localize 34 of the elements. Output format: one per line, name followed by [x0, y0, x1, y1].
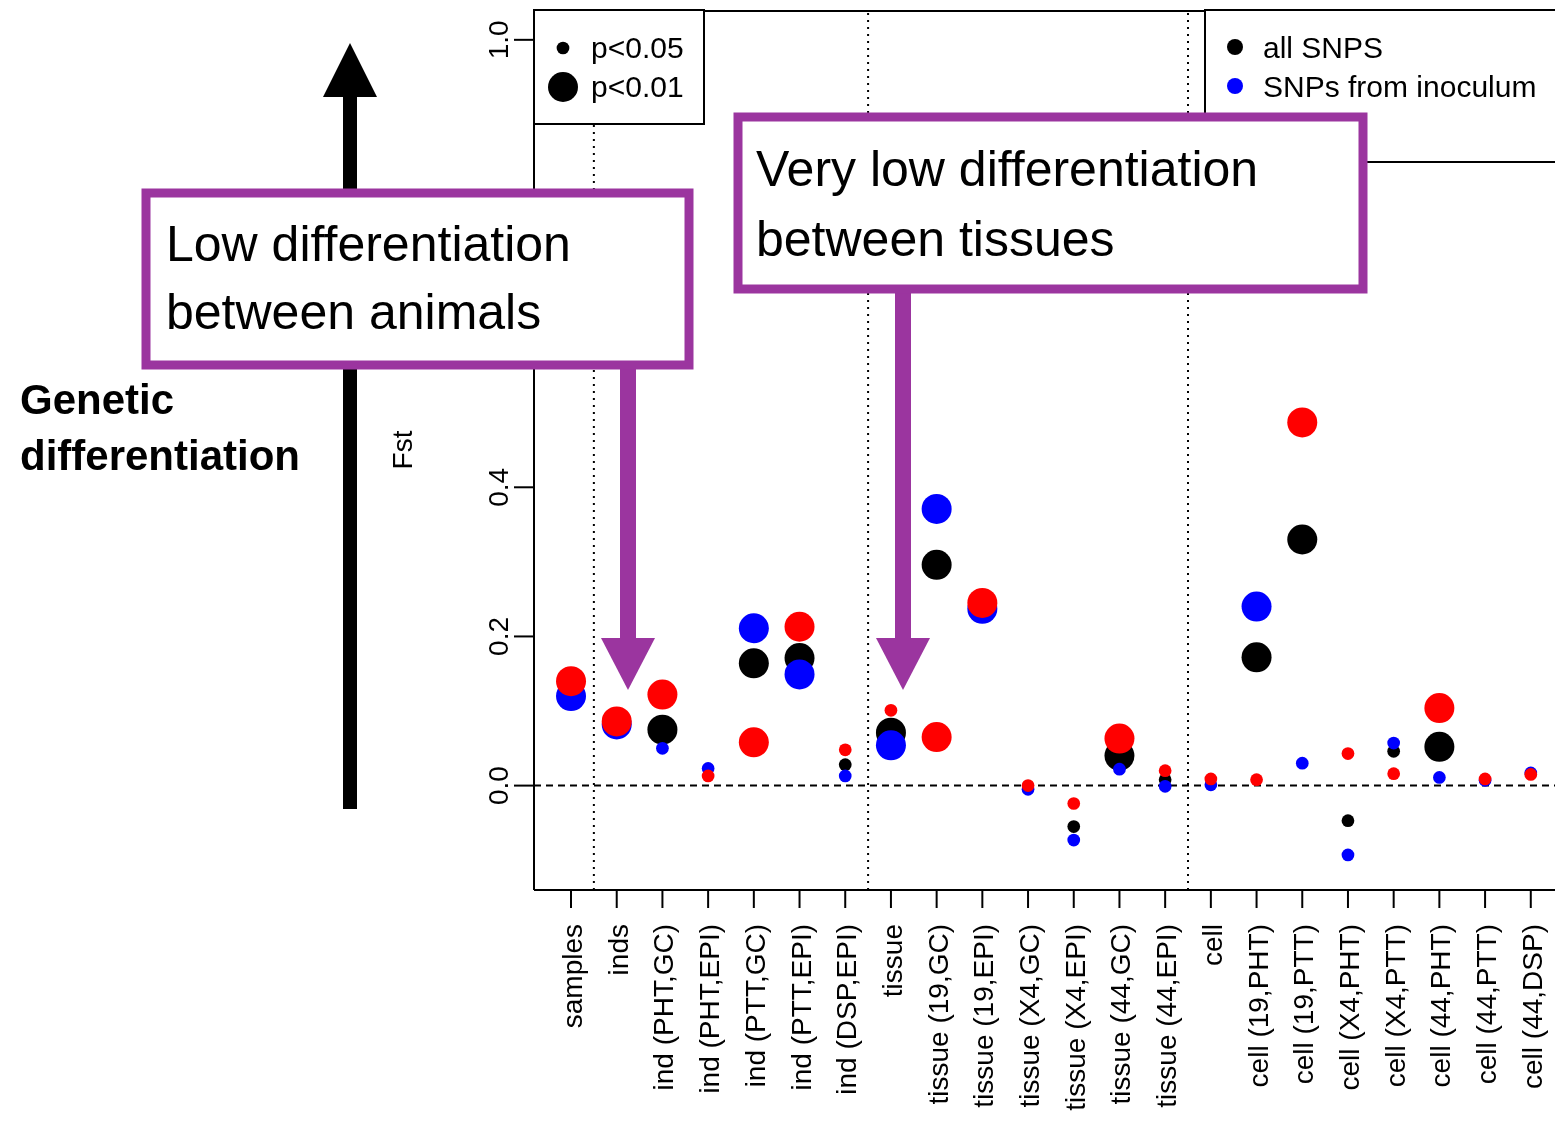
x-tick-label: tissue (X4,EPI)	[1059, 924, 1091, 1111]
x-tick-label: cell (19,PHT)	[1242, 924, 1274, 1088]
x-tick-label: inds	[602, 924, 634, 976]
x-tick-label: samples	[557, 924, 589, 1029]
x-tick-label: ind (PTT,GC)	[739, 924, 771, 1088]
x-tick-label: cell (44,PHT)	[1425, 924, 1457, 1088]
legend-label: SNPs from inoculum	[1263, 70, 1537, 103]
x-tick-label: cell (44,PTT)	[1471, 924, 1503, 1085]
legend-label: p<0.05	[591, 31, 684, 64]
annotation: Very low differentiation between tissues	[756, 140, 1260, 269]
x-tick-label: tissue	[876, 924, 908, 998]
text: Genetic differentiation	[20, 375, 301, 481]
x-tick-label: tissue (44,EPI)	[1151, 924, 1183, 1108]
y-tick-label: 0.4	[483, 467, 514, 507]
x-tick-label: tissue (44,GC)	[1105, 924, 1137, 1105]
x-tick-label: cell (19,PTT)	[1288, 924, 1320, 1085]
x-tick-label: cell (X4,PHT)	[1333, 924, 1365, 1091]
x-tick-label: ind (PHT,EPI)	[694, 924, 726, 1094]
y-axis-title: Fst	[387, 430, 418, 470]
x-tick-label: tissue (19,GC)	[922, 924, 954, 1105]
x-tick-label: ind (PTT,EPI)	[785, 924, 817, 1091]
y-tick-label: 0.2	[483, 616, 514, 656]
x-tick-label: ind (PHT,GC)	[648, 924, 680, 1091]
x-tick-label: cell	[1196, 924, 1228, 967]
x-tick-label: cell (X4,PTT)	[1379, 924, 1411, 1088]
x-tick-label: cell (44,DSP)	[1516, 924, 1548, 1089]
legend-label: p<0.01	[591, 70, 684, 103]
legend-label: all SNPS	[1263, 31, 1384, 64]
annotation: Low differentiation between animals	[166, 215, 572, 342]
x-tick-label: tissue (X4,GC)	[1014, 924, 1046, 1108]
y-tick-label: 1.0	[483, 20, 514, 60]
y-tick-label: 0.0	[483, 766, 514, 806]
x-tick-label: tissue (19,EPI)	[968, 924, 1000, 1108]
x-tick-label: ind (DSP,EPI)	[831, 924, 863, 1095]
